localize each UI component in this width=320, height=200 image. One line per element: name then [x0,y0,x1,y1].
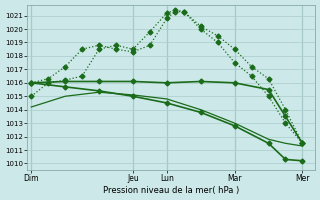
X-axis label: Pression niveau de la mer( hPa ): Pression niveau de la mer( hPa ) [103,186,239,195]
